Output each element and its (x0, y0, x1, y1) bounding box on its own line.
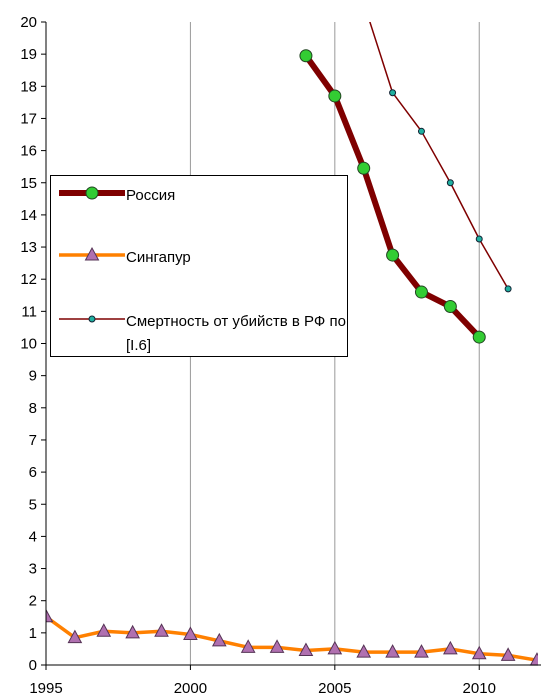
series-line (369, 22, 509, 290)
legend-swatch (59, 246, 125, 261)
y-tick-label: 16 (20, 143, 37, 160)
legend-item: Сингапур (51, 238, 347, 278)
marker (443, 640, 458, 655)
marker (328, 89, 342, 103)
marker (414, 644, 429, 658)
marker (46, 608, 54, 623)
y-tick-label: 7 (29, 432, 37, 449)
marker (389, 89, 397, 97)
y-tick-label: 19 (20, 46, 37, 63)
series-line (46, 615, 538, 662)
y-tick-label: 2 (29, 593, 37, 610)
marker (475, 235, 483, 243)
x-tick-label: 2005 (318, 680, 351, 697)
marker (357, 161, 371, 175)
marker (298, 642, 314, 657)
y-tick-label: 4 (29, 528, 37, 545)
marker (154, 623, 169, 637)
marker (96, 623, 112, 637)
marker (327, 640, 343, 655)
marker (125, 624, 140, 639)
legend-label: Смертность от убийств в РФ по [I.6] (126, 313, 346, 354)
y-tick-label: 6 (29, 464, 37, 481)
marker (414, 285, 428, 299)
marker (85, 186, 99, 200)
marker (446, 179, 454, 187)
y-tick-label: 10 (20, 336, 37, 353)
y-tick-label: 1 (29, 625, 37, 642)
marker (88, 315, 96, 323)
y-tick-label: 11 (21, 303, 37, 320)
marker (84, 246, 100, 261)
marker (500, 647, 516, 661)
x-tick-label: 2010 (463, 680, 496, 697)
y-tick-label: 14 (20, 207, 37, 224)
y-tick-label: 0 (29, 657, 37, 674)
marker (211, 632, 227, 647)
legend-label: Россия (126, 187, 176, 204)
y-tick-label: 12 (20, 271, 37, 288)
marker (386, 248, 400, 262)
marker (67, 629, 83, 644)
legend-label: Сингапур (126, 249, 191, 266)
marker (356, 644, 372, 658)
marker (240, 639, 256, 653)
x-tick-label: 1995 (29, 680, 62, 697)
marker (443, 300, 457, 314)
marker (269, 639, 285, 653)
marker (471, 645, 487, 660)
legend: Россия Сингапур Смертность от убийств в РФ… (50, 175, 348, 357)
y-tick-label: 5 (29, 496, 37, 513)
y-tick-label: 18 (20, 78, 37, 95)
legend-item: Смертность от убийств в РФ по [I.6] (51, 302, 347, 354)
marker (183, 626, 198, 640)
marker (361, 0, 367, 6)
legend-swatch (59, 186, 125, 200)
y-tick-label: 13 (20, 239, 37, 256)
y-tick-label: 3 (29, 561, 37, 578)
y-tick-label: 9 (29, 368, 37, 385)
y-tick-label: 8 (29, 400, 37, 417)
x-tick-label: 2000 (174, 680, 207, 697)
legend-item: Россия (51, 176, 347, 216)
marker (299, 49, 313, 63)
marker (472, 330, 486, 344)
y-tick-label: 20 (20, 14, 37, 31)
marker (504, 285, 512, 293)
y-tick-label: 15 (20, 175, 37, 192)
marker (417, 127, 425, 135)
y-tick-label: 17 (20, 110, 37, 127)
legend-swatch (59, 315, 125, 323)
marker (385, 644, 400, 658)
